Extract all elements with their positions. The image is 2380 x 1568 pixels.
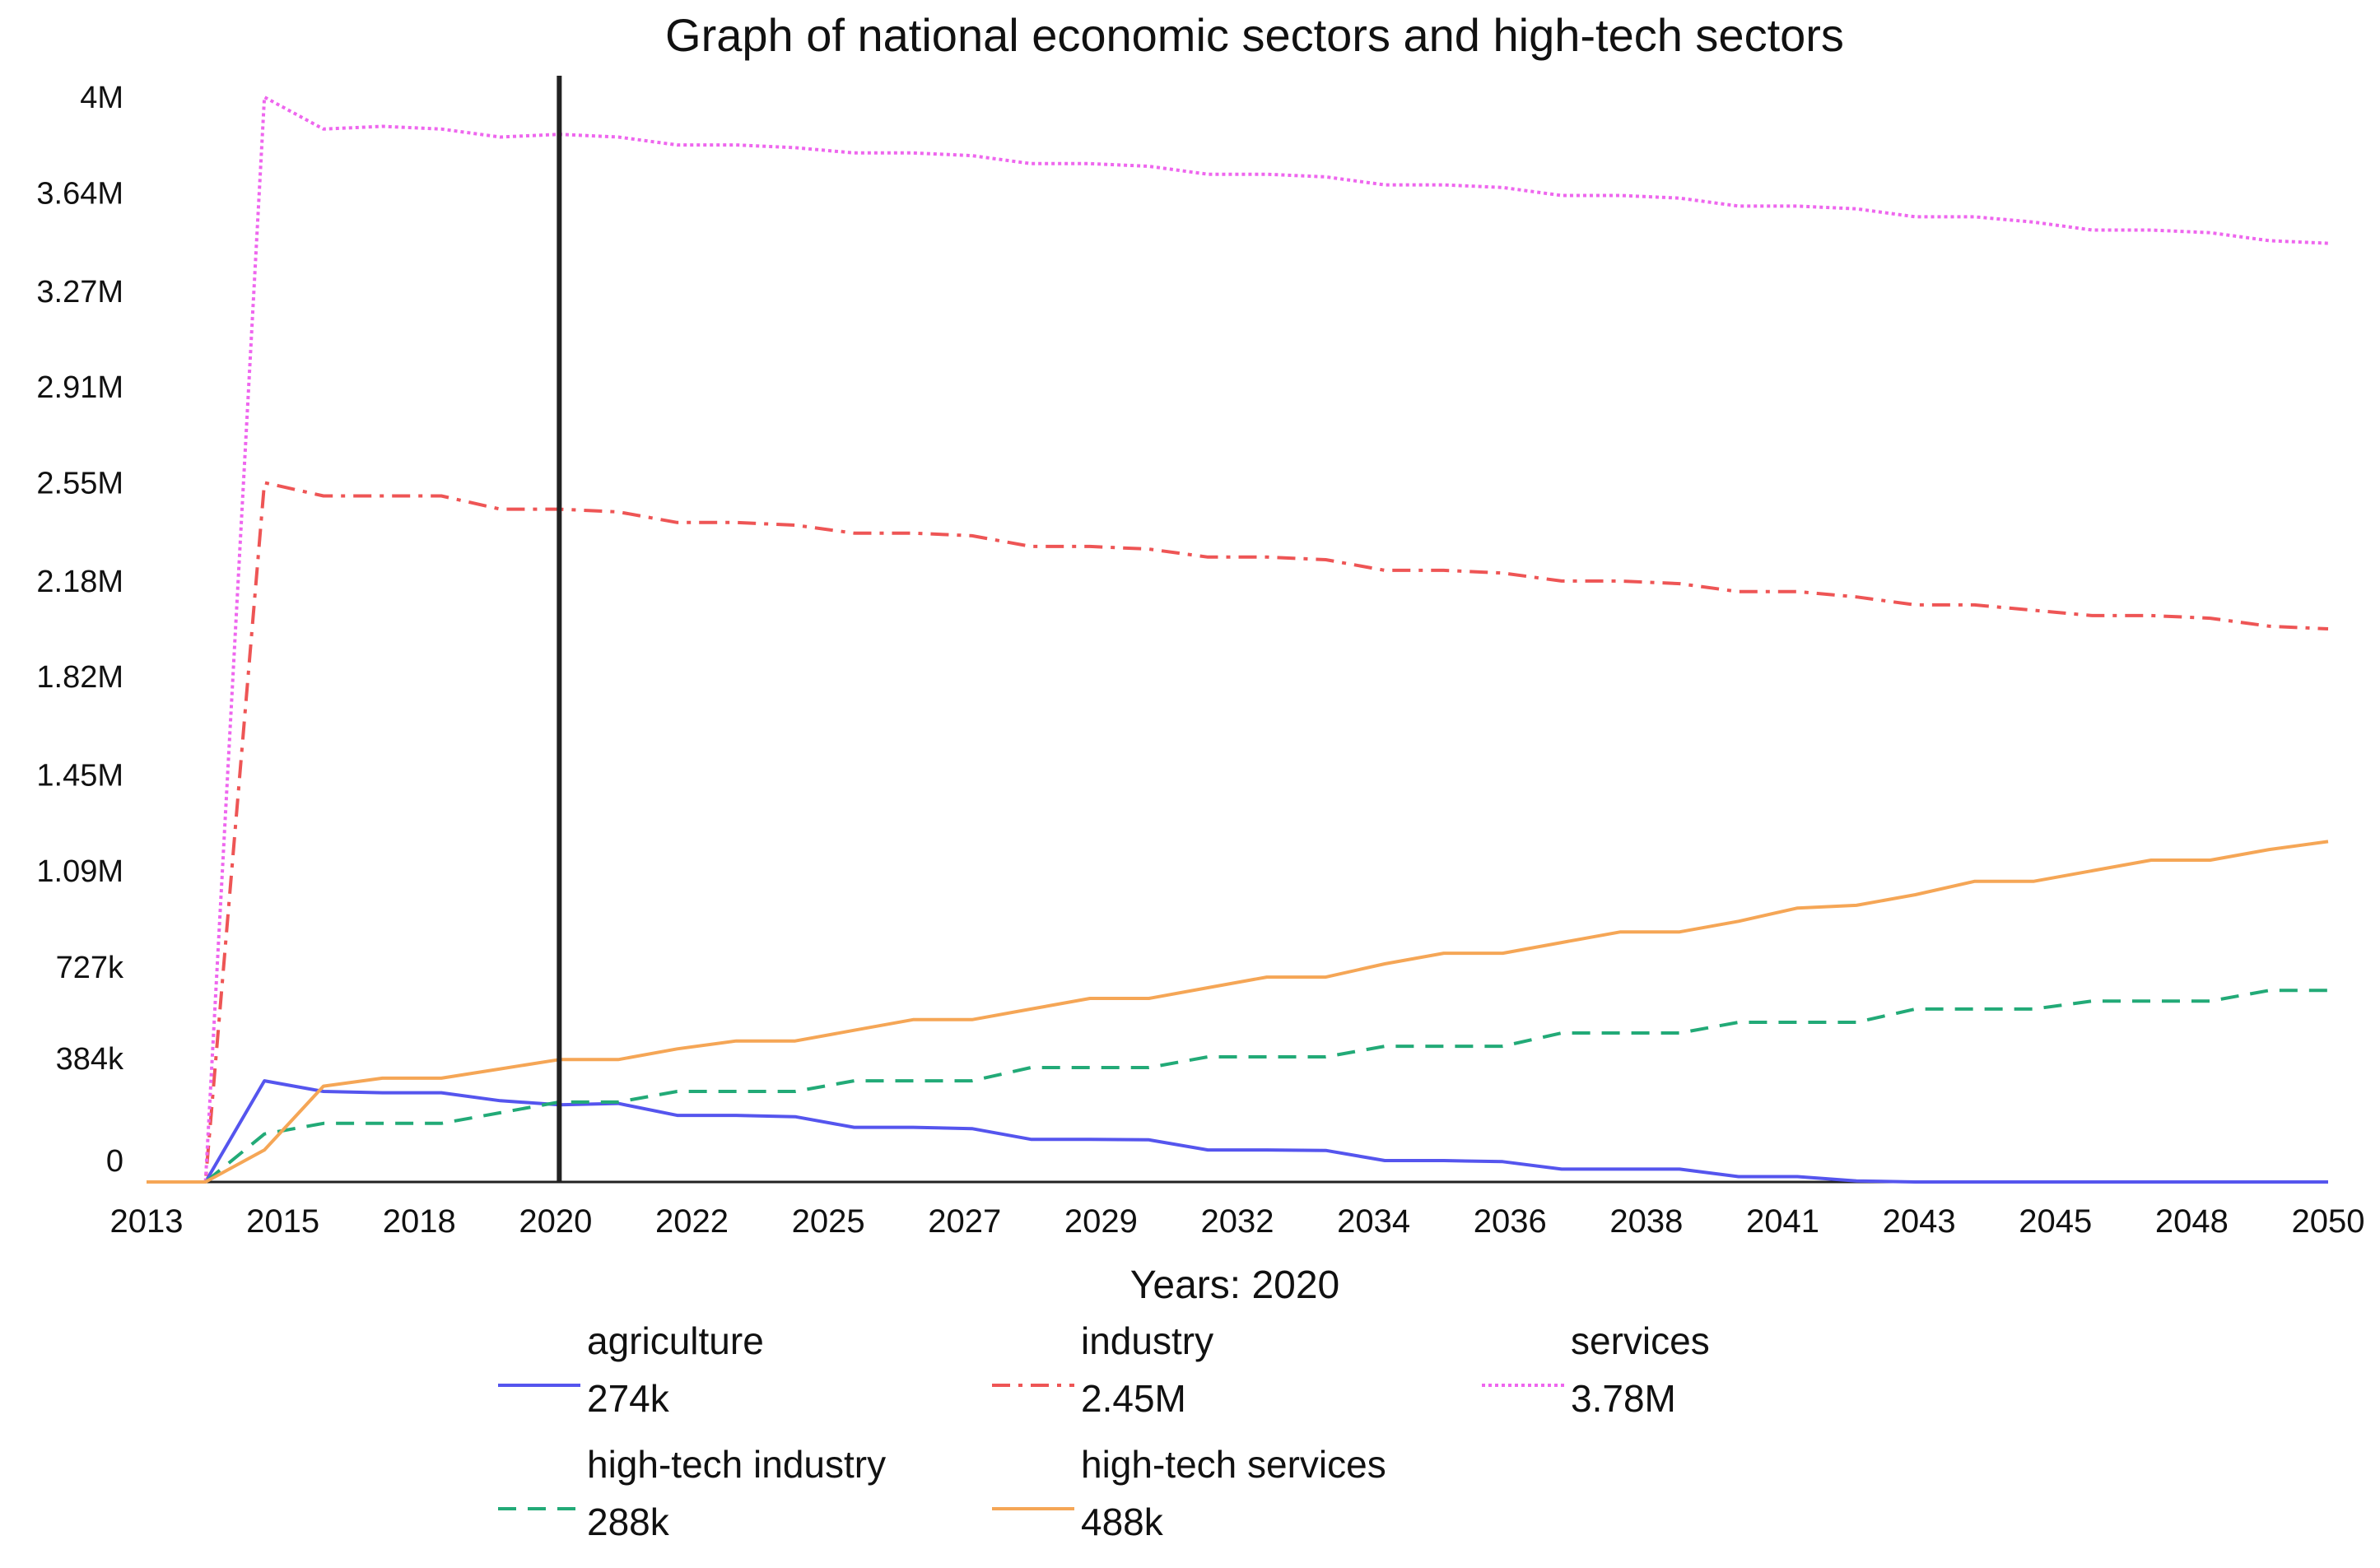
series-lines bbox=[147, 95, 2329, 1184]
x-tick-label: 2043 bbox=[1883, 1203, 1956, 1240]
x-tick-label: 2045 bbox=[2019, 1203, 2092, 1240]
x-tick-label: 2027 bbox=[928, 1203, 1001, 1240]
x-tick-label: 2034 bbox=[1337, 1203, 1410, 1240]
x-tick-label: 2050 bbox=[2292, 1203, 2365, 1240]
x-tick-label: 2041 bbox=[1746, 1203, 1819, 1240]
legend-value: 288k bbox=[587, 1501, 670, 1543]
x-tick-label: 2013 bbox=[110, 1203, 184, 1240]
x-tick-label: 2036 bbox=[1474, 1203, 1547, 1240]
x-axis-ticks: 2013 2015 2018 2020 2022 2025 2027 2029 2032 2034… bbox=[110, 1203, 2365, 1240]
y-tick-label: 2.55M bbox=[36, 466, 123, 500]
series-line-industry bbox=[147, 481, 2329, 1184]
y-axis-ticks: 4M 3.64M 3.27M 2.91M 2.55M 2.18M 1.82M 1.45M 1.0… bbox=[36, 81, 124, 1179]
legend-label: high-tech industry bbox=[587, 1443, 886, 1486]
x-tick-label: 2048 bbox=[2155, 1203, 2229, 1240]
legend-value: 274k bbox=[587, 1377, 670, 1420]
x-tick-label: 2015 bbox=[246, 1203, 319, 1240]
y-tick-label: 1.82M bbox=[36, 660, 123, 695]
x-tick-label: 2022 bbox=[655, 1203, 729, 1240]
series-line-services bbox=[147, 95, 2329, 1184]
y-tick-label: 727k bbox=[56, 951, 124, 985]
legend-value: 488k bbox=[1081, 1501, 1164, 1543]
y-tick-label: 1.09M bbox=[36, 854, 123, 889]
chart-title: Graph of national economic sectors and h… bbox=[665, 9, 1844, 61]
series-line-agriculture bbox=[147, 1079, 2328, 1184]
x-tick-label: 2032 bbox=[1201, 1203, 1274, 1240]
y-tick-label: 3.64M bbox=[36, 176, 123, 211]
x-tick-label: 2025 bbox=[792, 1203, 865, 1240]
y-tick-label: 2.91M bbox=[36, 370, 123, 405]
legend-value: 3.78M bbox=[1571, 1377, 1676, 1420]
legend-label: high-tech services bbox=[1081, 1443, 1386, 1486]
x-tick-label: 2038 bbox=[1609, 1203, 1683, 1240]
legend-label: agriculture bbox=[587, 1319, 764, 1362]
y-tick-label: 4M bbox=[80, 81, 123, 115]
y-tick-label: 1.45M bbox=[36, 759, 123, 793]
y-tick-label: 384k bbox=[56, 1042, 124, 1077]
x-tick-label: 2020 bbox=[519, 1203, 592, 1240]
x-tick-label: 2018 bbox=[383, 1203, 456, 1240]
legend-label: services bbox=[1571, 1319, 1710, 1362]
series-line-high-tech-services bbox=[147, 840, 2329, 1184]
legend-value: 2.45M bbox=[1081, 1377, 1186, 1420]
x-axis-label: Years: 2020 bbox=[1130, 1263, 1339, 1307]
y-tick-label: 0 bbox=[106, 1144, 123, 1179]
series-line-high-tech-industry bbox=[147, 989, 2328, 1184]
legend: agriculture 274k industry 2.45M services 3.78… bbox=[498, 1319, 1710, 1543]
x-tick-label: 2029 bbox=[1064, 1203, 1138, 1240]
y-tick-label: 3.27M bbox=[36, 275, 123, 309]
legend-label: industry bbox=[1081, 1319, 1213, 1362]
y-tick-label: 2.18M bbox=[36, 565, 123, 599]
